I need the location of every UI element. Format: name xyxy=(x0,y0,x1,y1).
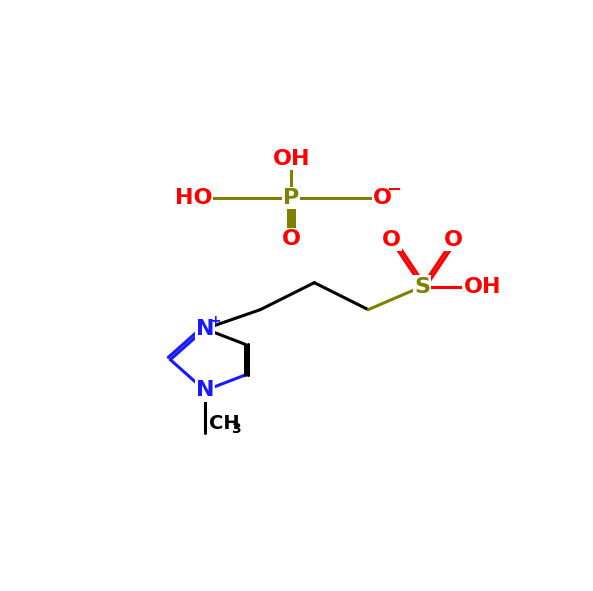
Text: CH: CH xyxy=(209,414,240,433)
Text: O: O xyxy=(444,230,463,251)
Text: HO: HO xyxy=(175,188,212,208)
Text: S: S xyxy=(414,277,430,297)
Text: OH: OH xyxy=(272,149,310,168)
Text: −: − xyxy=(386,181,401,199)
Text: N: N xyxy=(196,319,214,339)
Text: O: O xyxy=(374,188,393,208)
Text: OH: OH xyxy=(463,277,501,297)
Text: N: N xyxy=(196,381,214,401)
Text: 3: 3 xyxy=(231,422,241,436)
Text: O: O xyxy=(282,229,301,249)
Text: P: P xyxy=(283,188,299,208)
Text: +: + xyxy=(209,314,221,328)
Text: O: O xyxy=(382,230,401,251)
